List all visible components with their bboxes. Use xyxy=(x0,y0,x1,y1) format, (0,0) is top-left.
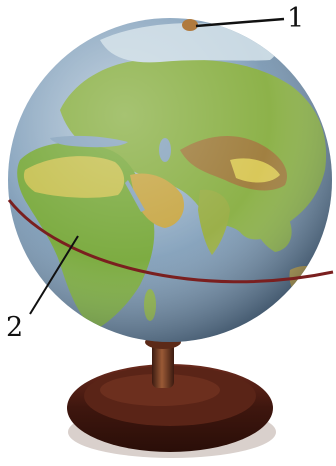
globe-shading xyxy=(8,18,332,342)
globe-sphere xyxy=(7,18,334,342)
north-pole-cap xyxy=(182,19,198,31)
callout-2-leader xyxy=(29,235,79,315)
callout-1-leader xyxy=(195,17,285,28)
globe-stand xyxy=(67,335,276,458)
callout-label-2: 2 xyxy=(6,312,24,343)
equator-line xyxy=(7,199,334,284)
stand-base-highlight xyxy=(100,374,220,406)
stand-stem xyxy=(152,338,174,388)
callout-label-1: 1 xyxy=(287,3,305,34)
